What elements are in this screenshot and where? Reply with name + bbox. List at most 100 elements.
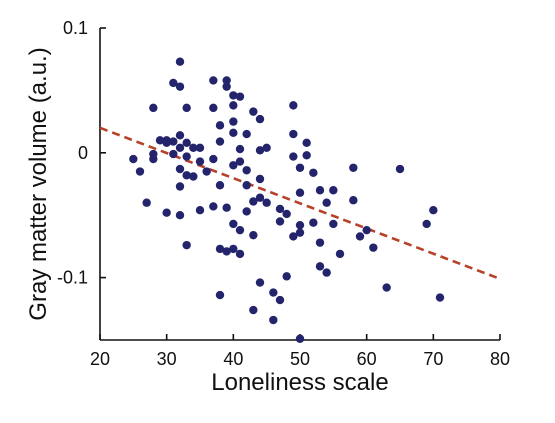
- data-point: [169, 137, 178, 146]
- data-point: [182, 103, 191, 113]
- data-point: [229, 117, 238, 126]
- data-point: [429, 206, 438, 215]
- data-point: [255, 114, 265, 124]
- data-point: [249, 230, 258, 240]
- data-point: [302, 151, 311, 160]
- trend-line-group: [99, 126, 501, 281]
- data-point: [329, 219, 338, 229]
- y-tick-label: -0.1: [57, 268, 88, 288]
- data-point: [215, 244, 225, 254]
- y-tick-label: 0.1: [63, 18, 88, 38]
- data-point: [289, 129, 298, 139]
- data-point: [242, 207, 251, 216]
- data-point: [175, 131, 185, 140]
- data-point: [242, 166, 251, 175]
- data-point: [262, 198, 271, 207]
- data-point: [182, 138, 191, 148]
- data-point: [215, 181, 225, 190]
- data-point: [249, 107, 258, 116]
- data-point: [242, 181, 251, 190]
- data-point: [335, 249, 345, 259]
- data-point: [235, 225, 245, 235]
- data-point: [355, 232, 365, 241]
- x-tick-label: 60: [357, 349, 377, 369]
- data-point: [209, 202, 218, 211]
- y-tick-label: 0: [78, 143, 88, 163]
- data-point: [269, 288, 278, 297]
- data-point: [362, 225, 371, 235]
- data-point: [322, 268, 331, 277]
- data-point: [289, 232, 298, 241]
- data-point: [235, 144, 245, 154]
- data-point: [349, 196, 358, 205]
- data-point: [149, 103, 158, 113]
- data-point: [229, 101, 238, 110]
- data-point: [255, 193, 265, 202]
- trend-line: [99, 126, 501, 281]
- data-point: [295, 188, 305, 197]
- data-point: [182, 171, 191, 180]
- data-point: [189, 172, 198, 181]
- data-point: [422, 219, 431, 229]
- data-point: [222, 76, 231, 85]
- y-axis-title: Gray matter volume (a.u.): [25, 47, 52, 320]
- data-point: [295, 163, 305, 172]
- data-point: [175, 82, 185, 91]
- data-point: [255, 278, 265, 287]
- data-point: [395, 164, 405, 174]
- data-point: [435, 293, 445, 302]
- data-point: [275, 217, 285, 226]
- data-point: [249, 305, 258, 315]
- data-point: [215, 121, 225, 130]
- data-point: [175, 143, 185, 153]
- x-tick-label: 50: [290, 349, 310, 369]
- data-point: [182, 240, 191, 250]
- data-point: [295, 228, 305, 237]
- data-point: [235, 249, 245, 259]
- data-point: [169, 149, 178, 159]
- data-point: [209, 103, 218, 113]
- data-point: [162, 138, 171, 148]
- data-point: [195, 206, 205, 215]
- data-point: [215, 137, 225, 146]
- data-point: [195, 143, 205, 153]
- data-point: [242, 129, 251, 139]
- data-point: [215, 290, 225, 300]
- data-point: [169, 78, 178, 88]
- data-point: [175, 182, 185, 191]
- data-point: [195, 157, 205, 166]
- data-point: [249, 197, 258, 206]
- data-point: [289, 101, 298, 110]
- data-point: [382, 283, 391, 292]
- data-point: [162, 208, 171, 217]
- data-point: [149, 154, 158, 164]
- data-point: [129, 154, 138, 164]
- data-point: [295, 220, 305, 230]
- data-point: [229, 128, 238, 138]
- data-point: [255, 146, 265, 155]
- x-axis-title: Loneliness scale: [211, 369, 388, 396]
- data-point: [202, 167, 211, 176]
- data-point: [235, 92, 245, 101]
- data-point: [295, 334, 305, 343]
- data-point: [275, 295, 285, 305]
- x-tick-label: 30: [157, 349, 177, 369]
- data-point: [182, 152, 191, 161]
- data-point: [189, 143, 198, 153]
- data-point: [155, 136, 165, 145]
- data-point: [135, 167, 145, 176]
- data-point: [229, 161, 238, 170]
- data-point: [175, 57, 185, 66]
- data-point: [282, 272, 291, 281]
- data-point: [209, 154, 218, 164]
- data-point: [175, 211, 185, 220]
- data-point: [222, 203, 231, 212]
- ticks: 20 30 40 50 60 70 80 0.1 0 -0.1: [57, 18, 510, 369]
- axes: [99, 28, 500, 341]
- data-point: [269, 315, 278, 325]
- data-point: [289, 152, 298, 161]
- data-point: [315, 238, 325, 247]
- data-point: [315, 262, 325, 271]
- data-point: [142, 198, 151, 207]
